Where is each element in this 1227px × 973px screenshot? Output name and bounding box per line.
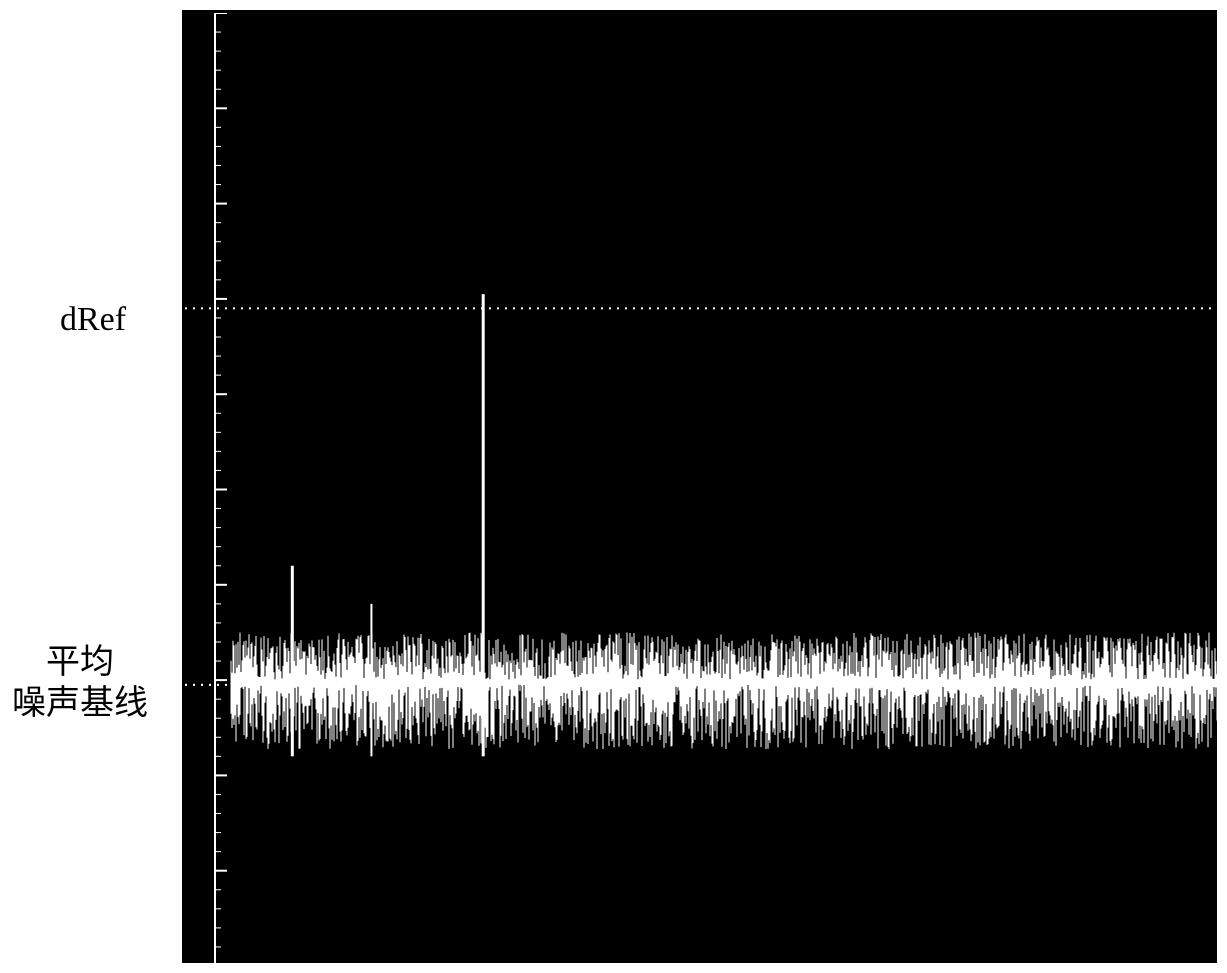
noise-trace: [231, 633, 1219, 750]
peak-2: [482, 294, 485, 756]
peak-0: [291, 566, 294, 757]
label-dRef: dRef: [60, 300, 126, 341]
plot-area: [182, 10, 1217, 963]
label-noise_baseline: 平均 噪声基线: [12, 643, 148, 725]
spectrum-svg: [185, 13, 1220, 966]
spectrum-figure: dRef 平均 噪声基线: [0, 0, 1227, 973]
peak-1: [370, 604, 372, 756]
y-axis-ticks: [215, 13, 227, 966]
